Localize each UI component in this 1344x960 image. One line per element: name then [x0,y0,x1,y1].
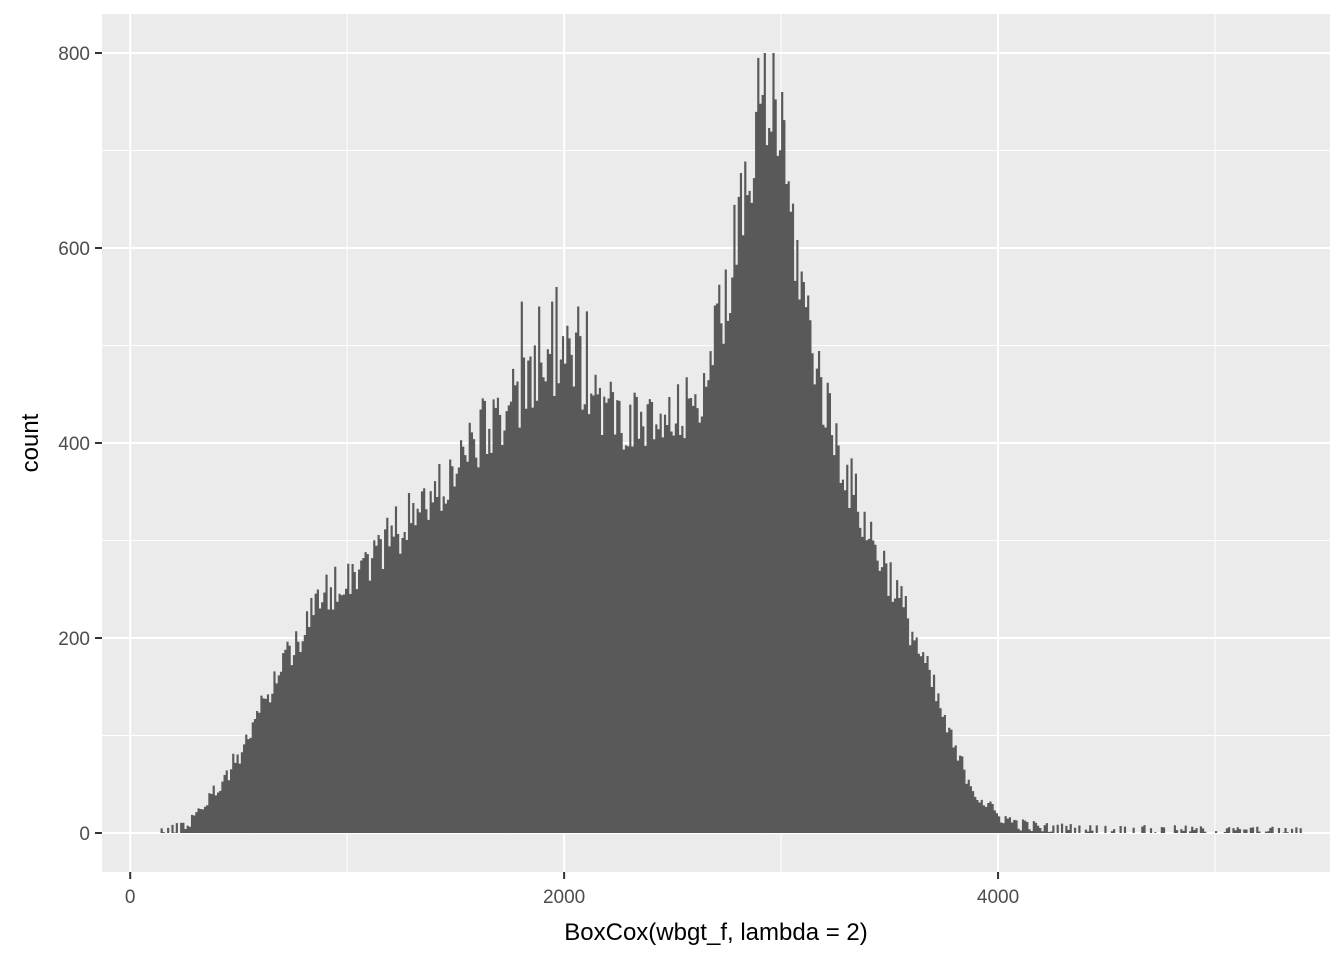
y-tick-label: 800 [58,44,90,65]
x-tick-label: 0 [125,887,136,908]
y-tick-label: 0 [79,824,90,845]
y-tick-label: 600 [58,239,90,260]
histogram-bars [160,53,1302,833]
y-tick-label: 200 [58,629,90,650]
x-tick-label: 4000 [977,887,1019,908]
x-axis: 0 2000 4000 [125,872,1019,908]
y-axis-title: count [17,413,44,472]
x-axis-title: BoxCox(wbgt_f, lambda = 2) [564,919,867,946]
histogram-bar-path [160,53,1302,833]
y-tick-label: 400 [58,434,90,455]
x-tick-label: 2000 [543,887,585,908]
y-axis: 0 200 400 600 800 [58,44,102,845]
